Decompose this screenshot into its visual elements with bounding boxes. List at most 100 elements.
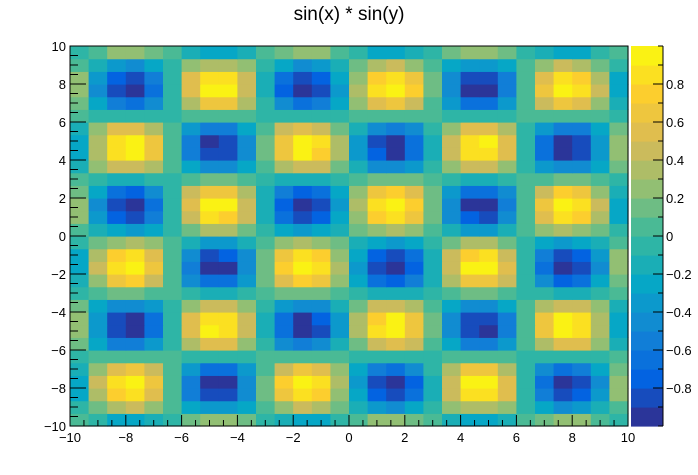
heatmap-cell — [535, 160, 555, 174]
heatmap-cell — [423, 236, 443, 250]
heatmap-cell — [609, 388, 629, 402]
heatmap-cell — [367, 350, 387, 364]
heatmap-cell — [442, 46, 462, 60]
heatmap-cell — [572, 147, 592, 161]
heatmap-cell — [497, 185, 517, 199]
heatmap-cell — [256, 299, 276, 313]
heatmap-cell — [70, 324, 90, 338]
axes: −10 −8 −6 −4 −2 0 2 4 6 8 10 −10 −8 −6 −4 −2 0 2 4 6 8 10 — [44, 39, 635, 445]
heatmap-cell — [330, 337, 350, 351]
heatmap-cell — [497, 388, 517, 402]
heatmap-cell — [200, 147, 220, 161]
heatmap-cell — [590, 261, 610, 275]
heatmap-cell — [125, 210, 145, 224]
heatmap-cell — [311, 223, 331, 237]
y-tick-label: 4 — [59, 153, 66, 168]
heatmap-cell — [181, 388, 201, 402]
heatmap-cell — [442, 198, 462, 212]
heatmap-cell — [293, 362, 313, 376]
heatmap-cell — [70, 134, 90, 148]
heatmap-cell — [330, 400, 350, 414]
heatmap-cell — [460, 400, 480, 414]
heatmap-cell — [293, 172, 313, 186]
x-tick-label: −2 — [286, 430, 301, 445]
heatmap-cell — [367, 71, 387, 85]
heatmap-cell — [442, 172, 462, 186]
heatmap-cell — [125, 147, 145, 161]
heatmap-cell — [311, 362, 331, 376]
heatmap-cell — [330, 58, 350, 72]
heatmap-cell — [181, 160, 201, 174]
heatmap-cell — [516, 46, 536, 60]
heatmap-cell — [349, 400, 369, 414]
heatmap-cell — [311, 122, 331, 136]
heatmap-cell — [311, 172, 331, 186]
heatmap-cell — [460, 312, 480, 326]
heatmap-cell — [535, 299, 555, 313]
heatmap-cell — [460, 350, 480, 364]
heatmap-cell — [349, 198, 369, 212]
heatmap-cell — [218, 109, 238, 123]
heatmap-cell — [590, 46, 610, 60]
colorbar-level — [631, 103, 663, 123]
heatmap-cell — [70, 147, 90, 161]
heatmap-cell — [553, 172, 573, 186]
heatmap-cell — [237, 413, 257, 427]
y-tick-label: −2 — [51, 267, 66, 282]
heatmap-cell — [404, 337, 424, 351]
heatmap-cell — [274, 198, 294, 212]
heatmap-cell — [311, 337, 331, 351]
heatmap-cell — [256, 337, 276, 351]
heatmap-cell — [423, 109, 443, 123]
heatmap-cell — [70, 236, 90, 250]
heatmap-cell — [516, 210, 536, 224]
heatmap-cell — [479, 96, 499, 110]
heatmap-cell — [181, 198, 201, 212]
heatmap-cell — [293, 134, 313, 148]
heatmap-cell — [460, 160, 480, 174]
heatmap-cell — [497, 109, 517, 123]
heatmap-cell — [330, 134, 350, 148]
heatmap-cell — [609, 400, 629, 414]
heatmap-cell — [163, 160, 183, 174]
heatmap-cell — [590, 388, 610, 402]
heatmap-cell — [330, 350, 350, 364]
heatmap-cell — [70, 337, 90, 351]
heatmap-cell — [349, 286, 369, 300]
heatmap-cell — [609, 286, 629, 300]
heatmap-cell — [274, 286, 294, 300]
heatmap-cell — [144, 185, 164, 199]
heatmap-cell — [181, 413, 201, 427]
heatmap-cell — [349, 375, 369, 389]
heatmap-cell — [535, 312, 555, 326]
heatmap-cell — [590, 248, 610, 262]
heatmap-cell — [609, 236, 629, 250]
heatmap-cell — [442, 223, 462, 237]
heatmap-cell — [386, 312, 406, 326]
heatmap-cell — [181, 299, 201, 313]
x-tick-label: −10 — [59, 430, 81, 445]
heatmap-cell — [553, 261, 573, 275]
heatmap-cell — [200, 122, 220, 136]
heatmap-cell — [535, 350, 555, 364]
heatmap-cell — [516, 337, 536, 351]
heatmap-cell — [88, 299, 108, 313]
heatmap-cell — [535, 388, 555, 402]
heatmap-cell — [404, 71, 424, 85]
heatmap-cell — [497, 96, 517, 110]
heatmap-cell — [609, 172, 629, 186]
heatmap-cell — [311, 261, 331, 275]
heatmap-cell — [256, 248, 276, 262]
heatmap-cell — [144, 299, 164, 313]
heatmap-cell — [516, 248, 536, 262]
heatmap-cell — [218, 324, 238, 338]
heatmap-cell — [404, 84, 424, 98]
heatmap-cell — [442, 299, 462, 313]
heatmap-cell — [553, 198, 573, 212]
heatmap-cell — [404, 172, 424, 186]
heatmap-cell — [386, 58, 406, 72]
heatmap-cell — [572, 185, 592, 199]
heatmap-cell — [125, 198, 145, 212]
heatmap-cell — [404, 400, 424, 414]
heatmap-cell — [311, 350, 331, 364]
